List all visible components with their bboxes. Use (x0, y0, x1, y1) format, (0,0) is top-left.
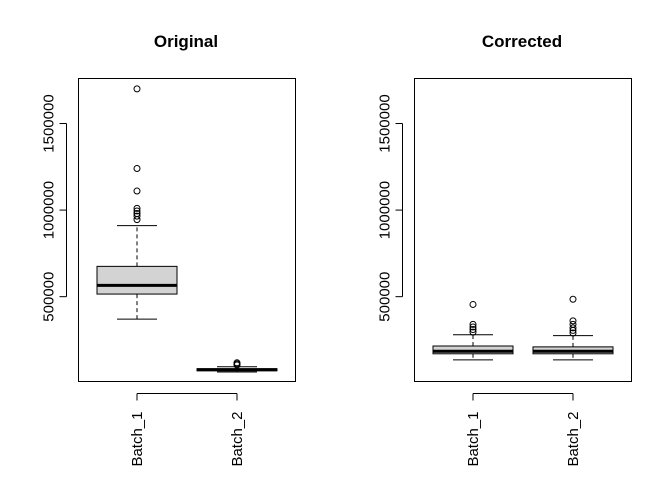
outlier-point (469, 326, 477, 334)
outlier-point (569, 320, 577, 328)
y-tick-label: 1500000 (377, 94, 394, 152)
outlier-point (569, 329, 577, 337)
outlier-point (233, 359, 241, 367)
iqr-box (96, 265, 178, 295)
box-Batch_2 (532, 295, 614, 361)
original-panel: Original 500000 1000000 1500000 Batch_1 Batc… (40, 32, 296, 467)
outlier-point (469, 300, 477, 308)
box-Batch_1 (96, 85, 178, 320)
plot-frame-original (78, 78, 296, 382)
box-Batch_2 (196, 359, 278, 373)
y-tick-label: 1500000 (40, 94, 57, 152)
outlier-point (469, 320, 477, 328)
x-tick-label: Batch_2 (229, 412, 246, 467)
panel-title-corrected: Corrected (482, 32, 562, 51)
y-tick-label: 500000 (41, 272, 58, 322)
outlier-point (133, 85, 141, 93)
outlier-point (569, 324, 577, 332)
outlier-point (133, 212, 141, 220)
y-tick-label: 1000000 (377, 181, 394, 239)
x-tick-label: Batch_1 (129, 412, 146, 467)
panel-title-original: Original (154, 32, 218, 51)
outlier-point (469, 323, 477, 331)
outlier-point (133, 210, 141, 218)
corrected-panel: Corrected 500000 1000000 1500000 Batch_1 Bat… (377, 32, 632, 467)
x-tick-label: Batch_1 (465, 412, 482, 467)
box-Batch_1 (432, 300, 514, 361)
boxplot-marks-original: 500000 1000000 1500000 Batch_1 Batch_2 (40, 85, 278, 467)
plot-frame-corrected (414, 78, 632, 382)
outlier-point (569, 317, 577, 325)
outlier-point (469, 328, 477, 336)
y-tick-label: 500000 (377, 272, 394, 322)
outlier-point (133, 204, 141, 212)
outlier-point (133, 165, 141, 173)
x-tick-label: Batch_2 (565, 412, 582, 467)
outlier-point (569, 295, 577, 303)
y-tick-label: 1000000 (41, 181, 58, 239)
outlier-point (133, 207, 141, 215)
boxplot-marks-corrected: 500000 1000000 1500000 Batch_1 Batch_2 (377, 94, 614, 467)
outlier-point (133, 187, 141, 195)
